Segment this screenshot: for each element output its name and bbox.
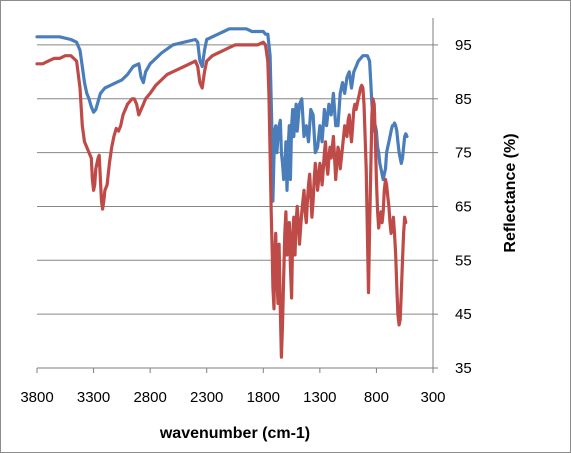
y-tick-labels: 35 45 55 65 75 85 95 [455,37,472,377]
y-tick-label-3: 65 [455,198,472,215]
x-tick-label-5: 1300 [303,389,336,406]
y-axis-title: Reflectance (%) [502,133,519,252]
y-tick-label-4: 75 [455,145,472,162]
x-tick-label-2: 2800 [133,389,166,406]
series-line-1 [35,40,408,359]
x-tick-label-7: 300 [420,389,445,406]
x-tick-label-3: 2300 [190,389,223,406]
y-tick-label-2: 55 [455,252,472,269]
x-tick-label-0: 3800 [20,389,53,406]
axis-ticks [36,44,438,373]
y-tick-label-1: 45 [455,306,472,323]
x-tick-label-1: 3300 [77,389,110,406]
x-tick-label-6: 800 [364,389,389,406]
x-tick-label-4: 1800 [247,389,280,406]
y-tick-label-6: 95 [455,37,472,54]
series-line-0 [35,27,409,203]
series-layer [35,27,409,359]
y-tick-label-5: 85 [455,91,472,108]
x-tick-labels: 3800 3300 2800 2300 1800 1300 800 300 [20,389,445,406]
x-axis-title: wavenumber (cm-1) [159,425,310,442]
y-tick-label-0: 35 [455,360,472,377]
